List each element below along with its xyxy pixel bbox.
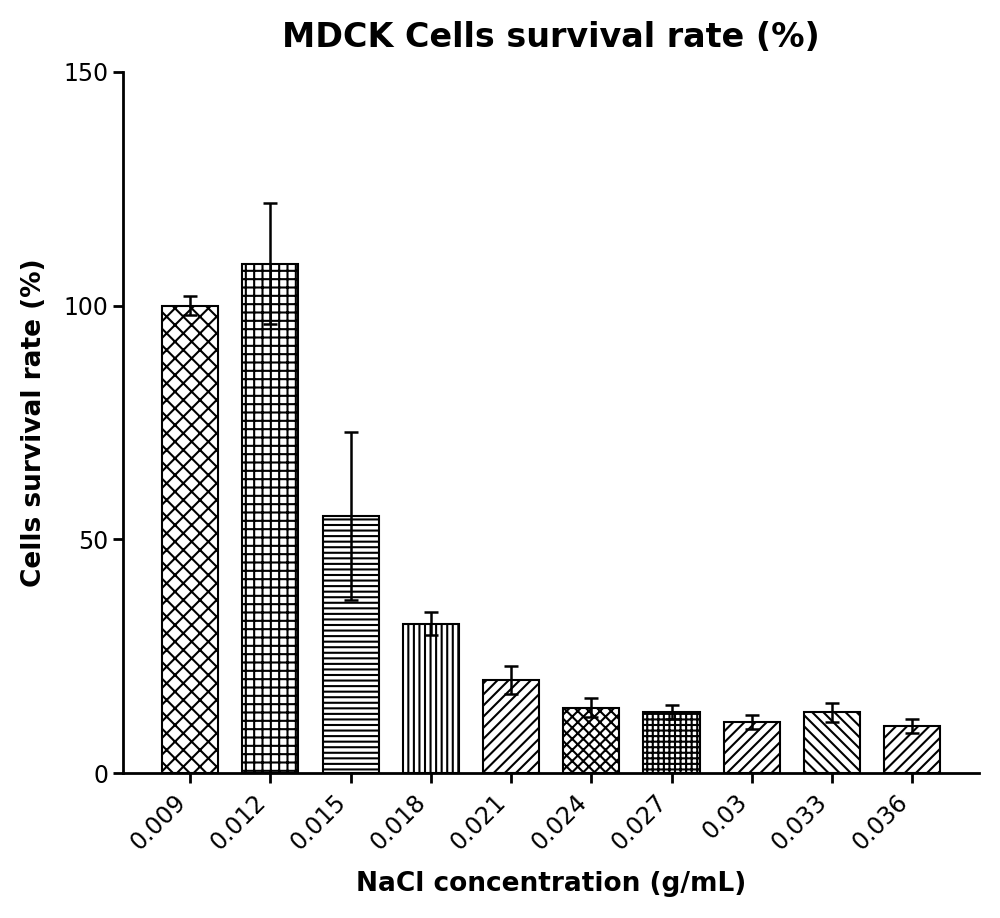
Bar <box>242 263 298 773</box>
Y-axis label: Cells survival rate (%): Cells survival rate (%) <box>21 258 47 587</box>
Bar <box>804 712 860 773</box>
Bar <box>563 708 619 773</box>
Bar <box>403 623 459 773</box>
Bar <box>323 516 379 773</box>
Bar <box>643 712 700 773</box>
Title: MDCK Cells survival rate (%): MDCK Cells survival rate (%) <box>282 21 820 54</box>
Bar <box>483 679 539 773</box>
Bar <box>162 306 218 773</box>
X-axis label: NaCl concentration (g/mL): NaCl concentration (g/mL) <box>356 871 746 897</box>
Bar <box>884 726 940 773</box>
Bar <box>724 722 780 773</box>
